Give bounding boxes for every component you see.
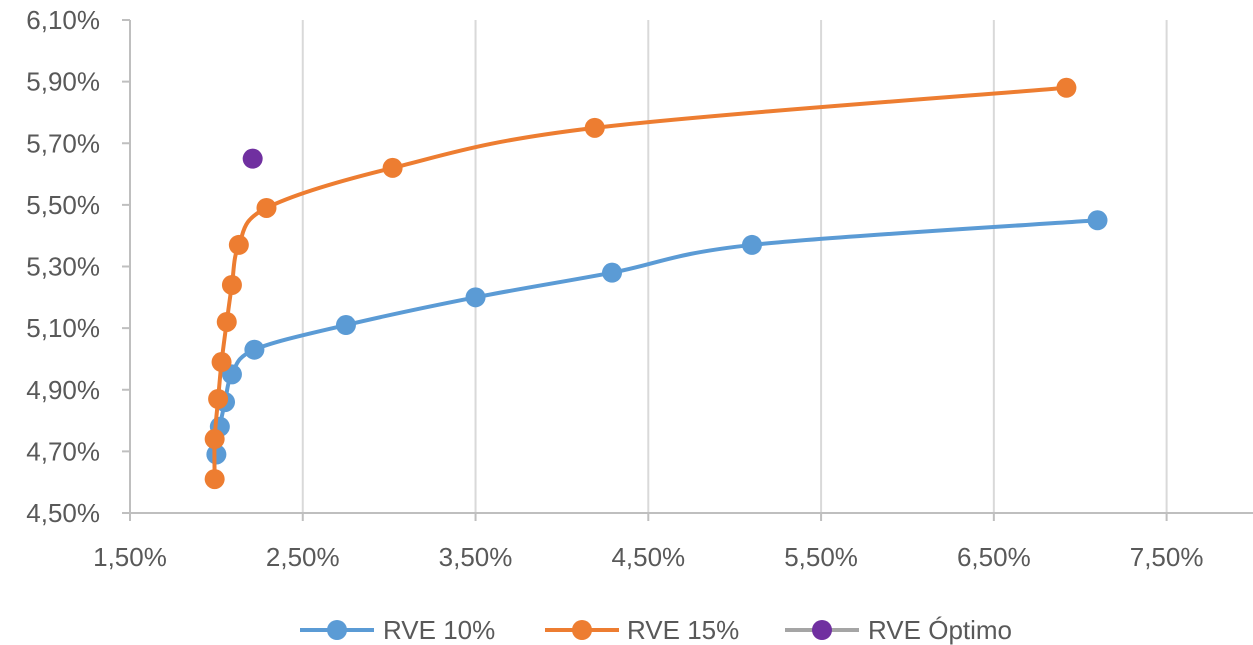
series-2: [204, 77, 1077, 490]
legend-item: RVE 15%: [545, 615, 739, 645]
data-point: [602, 262, 623, 283]
x-tick-label: 4,50%: [611, 542, 685, 572]
legend-label: RVE Óptimo: [868, 615, 1012, 645]
legend-swatch-marker: [812, 620, 832, 640]
data-point: [256, 197, 277, 218]
grid-lines: [301, 20, 1168, 513]
x-tick-label: 1,50%: [93, 542, 167, 572]
y-tick-label: 4,50%: [26, 498, 100, 528]
legend-swatch-marker: [327, 620, 347, 640]
data-point: [242, 148, 263, 169]
data-point: [244, 339, 265, 360]
y-tick-label: 5,30%: [26, 252, 100, 282]
y-tick-label: 5,90%: [26, 67, 100, 97]
data-point: [335, 315, 356, 336]
data-point: [741, 234, 762, 255]
legend-label: RVE 10%: [383, 615, 495, 645]
x-tick-label: 2,50%: [266, 542, 340, 572]
tick-labels: 4,50% 4,70% 4,90% 5,10% 5,30% 5,50% 5,70% 5,90%…: [26, 5, 1203, 572]
y-tick-label: 4,90%: [26, 375, 100, 405]
x-tick-label: 3,50%: [439, 542, 513, 572]
x-tick-label: 5,50%: [784, 542, 858, 572]
data-point: [216, 311, 237, 332]
legend-label: RVE 15%: [627, 615, 739, 645]
y-tick-label: 6,10%: [26, 5, 100, 35]
data-point: [211, 352, 232, 373]
x-tick-label: 7,50%: [1130, 542, 1204, 572]
data-point: [584, 117, 605, 138]
data-point: [382, 157, 403, 178]
series-3: [242, 148, 263, 169]
data-point: [1056, 77, 1077, 98]
series-line: [214, 218, 1098, 455]
y-tick-label: 5,50%: [26, 190, 100, 220]
y-tick-label: 4,70%: [26, 436, 100, 466]
series-line: [212, 85, 1067, 480]
legend-item: RVE 10%: [300, 615, 495, 645]
legend: RVE 10% RVE 15% RVE Óptimo: [300, 615, 1012, 645]
data-point: [221, 274, 242, 295]
axes: [122, 19, 1253, 521]
data-point: [465, 287, 486, 308]
data-point: [228, 234, 249, 255]
data-point: [1087, 210, 1108, 231]
data-point: [208, 388, 229, 409]
y-tick-label: 5,10%: [26, 313, 100, 343]
data-point: [204, 429, 225, 450]
x-tick-label: 6,50%: [957, 542, 1031, 572]
legend-swatch-marker: [572, 620, 592, 640]
y-tick-label: 5,70%: [26, 128, 100, 158]
series-1: [206, 210, 1108, 465]
series-layer: [204, 77, 1108, 490]
data-point: [204, 469, 225, 490]
legend-item: RVE Óptimo: [785, 615, 1012, 645]
